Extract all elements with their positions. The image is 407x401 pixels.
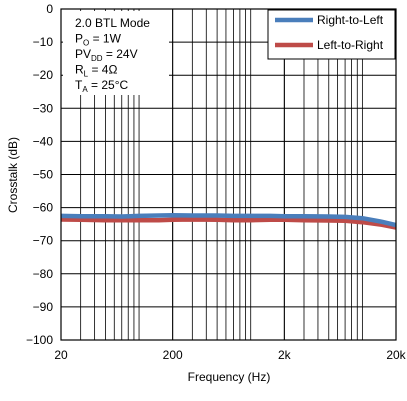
annotation-line: TA = 25°C (75, 78, 129, 94)
y-tick-label: −30 (33, 101, 54, 115)
y-tick-label: −40 (33, 134, 54, 148)
y-tick-label: −80 (33, 267, 54, 281)
y-axis-label: Crosstalk (dB) (6, 137, 20, 213)
legend-label: Left-to-Right (317, 38, 384, 52)
legend-label: Right-to-Left (317, 13, 384, 27)
series-line (60, 217, 397, 230)
series-line (60, 212, 397, 228)
plot-area-frame (60, 8, 397, 341)
x-tick-label: 2k (278, 348, 292, 362)
x-tick-label: 20 (54, 348, 68, 362)
x-tick-label: 20k (386, 348, 406, 362)
y-tick-label: −90 (33, 300, 54, 314)
series-layer (60, 212, 397, 230)
y-tick-label: −70 (33, 234, 54, 248)
y-axis-tick-labels: 0 −10 −20 −30 −40 −50 −60 −70 −80 −90 −100 (26, 2, 53, 347)
y-tick-label: −60 (33, 201, 54, 215)
x-axis-tick-labels: 20 200 2k 20k (54, 348, 406, 362)
annotation-line: RL = 4Ω (75, 63, 117, 79)
x-axis-label: Frequency (Hz) (188, 370, 271, 384)
annotation-line: 2.0 BTL Mode (75, 16, 150, 30)
legend: Right-to-Left Left-to-Right (267, 9, 396, 60)
y-tick-label: −20 (33, 68, 54, 82)
annotation-background (63, 11, 169, 95)
y-tick-label: 0 (46, 2, 53, 16)
y-tick-label: −50 (33, 168, 54, 182)
annotation-line: PVDD = 24V (75, 47, 138, 63)
y-tick-label: −10 (33, 35, 54, 49)
annotation-line: PO = 1W (75, 32, 122, 48)
y-tick-label: −100 (26, 333, 53, 347)
x-tick-label: 200 (163, 348, 183, 362)
